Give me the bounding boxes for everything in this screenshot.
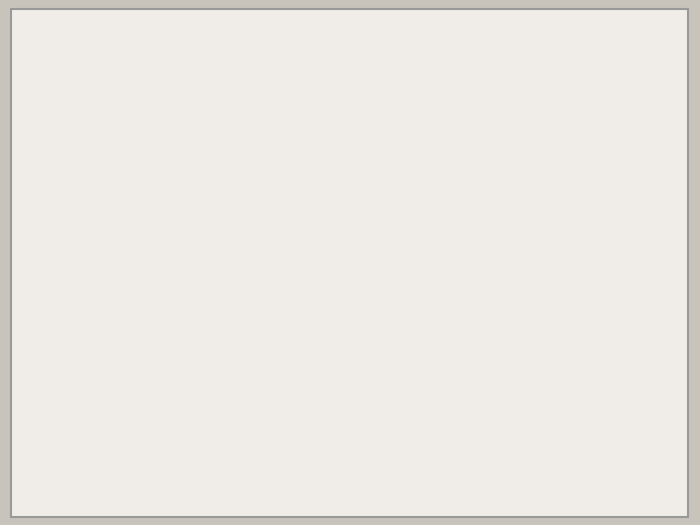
Text: = ________: = ________ bbox=[427, 172, 531, 191]
Text: KG: KG bbox=[184, 56, 211, 75]
Text: GM: GM bbox=[396, 311, 427, 330]
Text: = 63,: = 63, bbox=[512, 29, 570, 48]
Text: = ________: = ________ bbox=[419, 265, 522, 284]
Text: f): f) bbox=[368, 357, 391, 376]
Text: MI: MI bbox=[397, 265, 419, 284]
Text: L: L bbox=[221, 328, 230, 346]
Text: JM: JM bbox=[395, 218, 416, 237]
Text: H: H bbox=[136, 140, 149, 158]
Text: ,: , bbox=[401, 29, 413, 48]
Text: HM: HM bbox=[397, 172, 427, 191]
Text: = ________: = ________ bbox=[416, 218, 520, 237]
Text: d): d) bbox=[368, 265, 397, 284]
Text: = ________: = ________ bbox=[427, 311, 531, 330]
Text: is the centroid of △: is the centroid of △ bbox=[182, 29, 367, 48]
Text: I: I bbox=[301, 140, 306, 158]
Text: MK: MK bbox=[391, 357, 420, 376]
Text: = 45,: = 45, bbox=[438, 29, 501, 48]
Text: J: J bbox=[107, 263, 112, 281]
FancyBboxPatch shape bbox=[10, 9, 688, 517]
Text: ML: ML bbox=[396, 126, 423, 145]
Text: e): e) bbox=[368, 311, 396, 330]
Text: a): a) bbox=[368, 126, 396, 145]
Text: and: and bbox=[143, 56, 184, 75]
Text: JI: JI bbox=[501, 29, 512, 48]
Text: M: M bbox=[166, 29, 182, 48]
Text: M: M bbox=[195, 205, 209, 223]
Text: GHI: GHI bbox=[367, 29, 401, 48]
Text: b): b) bbox=[368, 172, 397, 191]
Text: 4.  If: 4. If bbox=[111, 29, 166, 48]
Text: K: K bbox=[216, 140, 228, 158]
Text: c): c) bbox=[368, 218, 395, 237]
Text: = ________: = ________ bbox=[423, 126, 526, 145]
Text: = ________: = ________ bbox=[420, 357, 524, 376]
Text: = 60, find each missing measure.: = 60, find each missing measure. bbox=[211, 56, 533, 75]
Text: HL: HL bbox=[413, 29, 438, 48]
Text: G: G bbox=[94, 463, 108, 481]
